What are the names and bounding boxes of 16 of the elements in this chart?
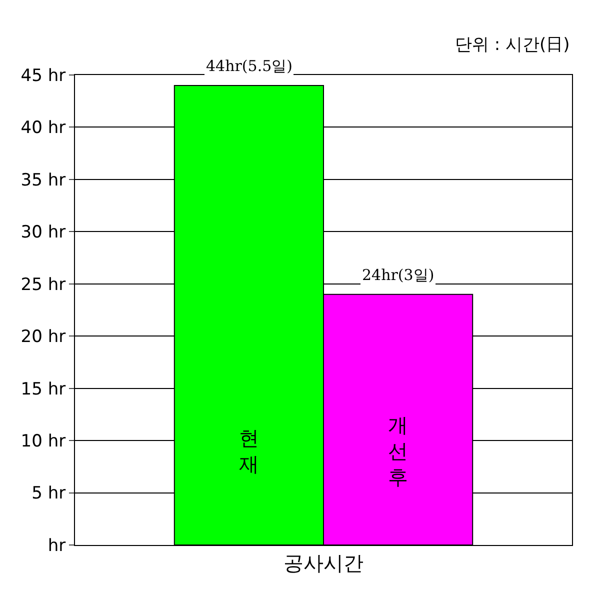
y-tick-label: 10 hr xyxy=(20,432,66,452)
y-tick-label: 35 hr xyxy=(20,170,66,190)
y-tick-label: 20 hr xyxy=(20,327,66,348)
data-label: 24hr(3일) xyxy=(362,266,434,284)
y-tick-label: hr xyxy=(48,536,66,556)
y-tick-label: 45 hr xyxy=(20,66,66,86)
x-tick-label: 공사시간 xyxy=(284,551,364,575)
text: 단위 : 시간(日) xyxy=(455,35,570,55)
y-tick-label: 25 hr xyxy=(20,274,66,295)
y-tick-label: 30 hr xyxy=(20,222,66,243)
data-label: 44hr(5.5일) xyxy=(206,57,292,75)
series-label: 개선후 xyxy=(388,413,408,489)
series-label: 현재 xyxy=(239,426,259,476)
y-tick-label: 40 hr xyxy=(20,118,66,138)
y-tick-label: 5 hr xyxy=(32,484,66,504)
y-tick-label: 15 hr xyxy=(20,379,66,400)
